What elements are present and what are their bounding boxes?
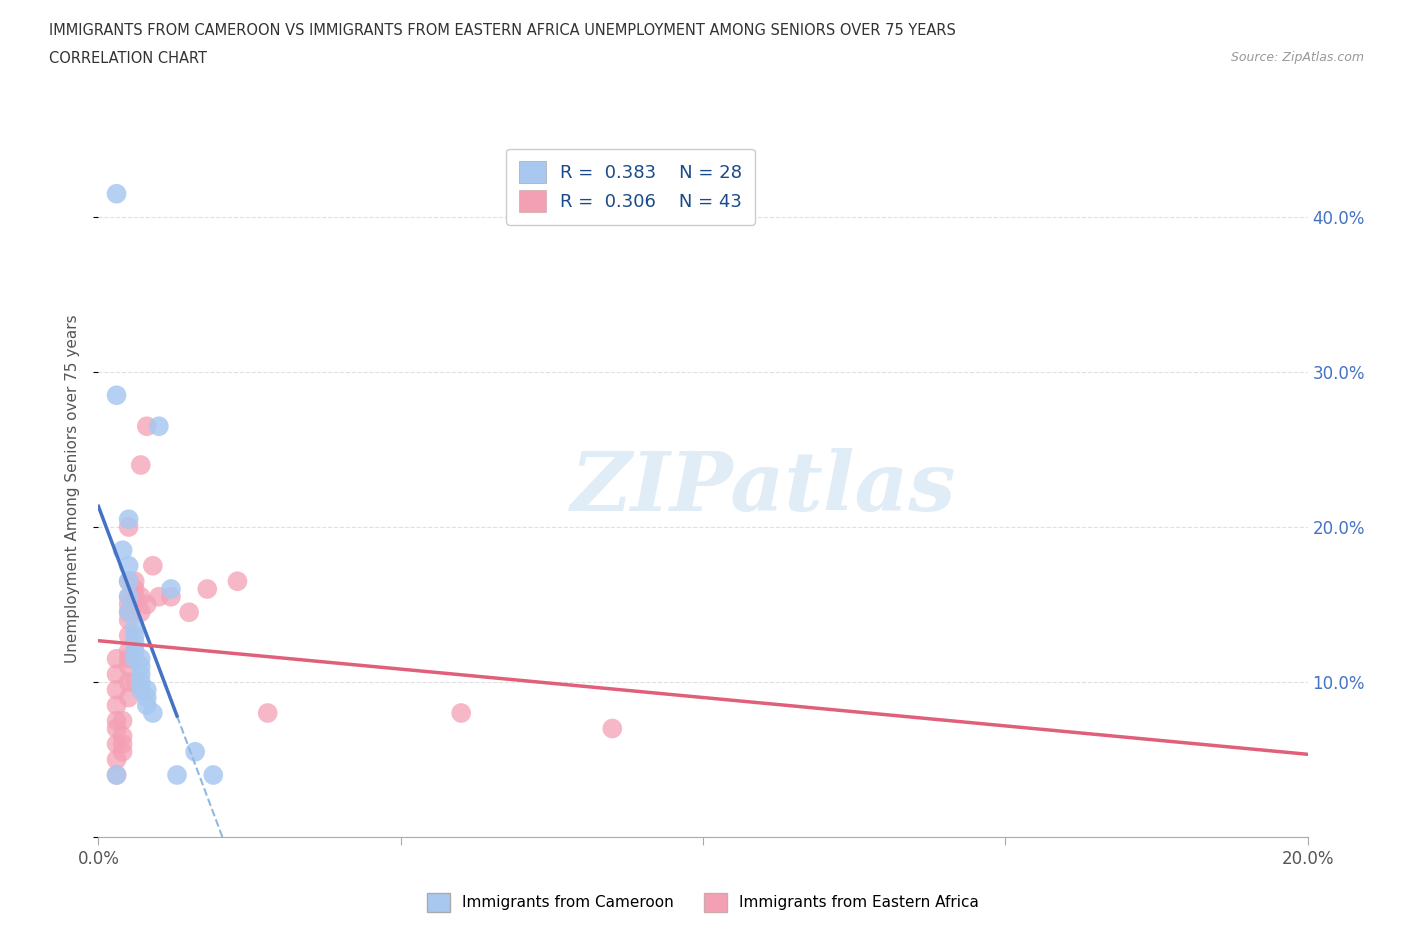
Point <box>602 721 624 736</box>
Point <box>124 628 146 643</box>
Point <box>142 558 165 573</box>
Point <box>118 674 141 689</box>
Point <box>135 690 157 705</box>
Point <box>118 613 141 628</box>
Point <box>111 744 134 759</box>
Point <box>148 418 170 433</box>
Point <box>160 581 183 596</box>
Y-axis label: Unemployment Among Seniors over 75 years: Unemployment Among Seniors over 75 years <box>65 314 80 662</box>
Point <box>105 388 128 403</box>
Point <box>118 604 141 619</box>
Point <box>148 590 170 604</box>
Point <box>118 590 141 604</box>
Text: ZIPatlas: ZIPatlas <box>571 448 956 528</box>
Point <box>202 767 225 782</box>
Point <box>124 651 146 666</box>
Point <box>105 651 128 666</box>
Point <box>256 706 278 721</box>
Point <box>129 674 152 689</box>
Point <box>118 628 141 643</box>
Point <box>105 767 128 782</box>
Point <box>118 590 141 604</box>
Point <box>118 520 141 535</box>
Point <box>118 651 141 666</box>
Point <box>129 604 152 619</box>
Point <box>124 636 146 651</box>
Point <box>105 737 128 751</box>
Point <box>118 659 141 674</box>
Point <box>135 698 157 712</box>
Point <box>160 590 183 604</box>
Point <box>105 683 128 698</box>
Point <box>105 767 128 782</box>
Point <box>135 597 157 612</box>
Point <box>118 690 141 705</box>
Point <box>118 558 141 573</box>
Point <box>111 729 134 744</box>
Point <box>118 574 141 589</box>
Point <box>129 659 152 674</box>
Point <box>226 574 249 589</box>
Point <box>105 186 128 201</box>
Point <box>118 644 141 658</box>
Point <box>195 581 218 596</box>
Point <box>111 713 134 728</box>
Point <box>105 721 128 736</box>
Text: IMMIGRANTS FROM CAMEROON VS IMMIGRANTS FROM EASTERN AFRICA UNEMPLOYMENT AMONG SE: IMMIGRANTS FROM CAMEROON VS IMMIGRANTS F… <box>49 23 956 38</box>
Point <box>129 651 152 666</box>
Point <box>118 512 141 526</box>
Point <box>105 667 128 682</box>
Point <box>129 683 152 698</box>
Point <box>124 581 146 596</box>
Point <box>124 574 146 589</box>
Point <box>129 667 152 682</box>
Point <box>124 644 146 658</box>
Point <box>118 604 141 619</box>
Point <box>129 590 152 604</box>
Point <box>124 674 146 689</box>
Legend: Immigrants from Cameroon, Immigrants from Eastern Africa: Immigrants from Cameroon, Immigrants fro… <box>420 887 986 918</box>
Point <box>124 620 146 635</box>
Point <box>105 752 128 767</box>
Point <box>129 458 152 472</box>
Point <box>118 597 141 612</box>
Point <box>142 706 165 721</box>
Point <box>135 418 157 433</box>
Point <box>124 590 146 604</box>
Text: CORRELATION CHART: CORRELATION CHART <box>49 51 207 66</box>
Point <box>166 767 188 782</box>
Legend: R =  0.383    N = 28, R =  0.306    N = 43: R = 0.383 N = 28, R = 0.306 N = 43 <box>506 149 755 225</box>
Point <box>118 574 141 589</box>
Point <box>179 604 201 619</box>
Point <box>111 543 134 558</box>
Text: Source: ZipAtlas.com: Source: ZipAtlas.com <box>1230 51 1364 64</box>
Point <box>111 737 134 751</box>
Point <box>105 698 128 712</box>
Point <box>135 683 157 698</box>
Point <box>450 706 472 721</box>
Point <box>184 744 207 759</box>
Point <box>105 713 128 728</box>
